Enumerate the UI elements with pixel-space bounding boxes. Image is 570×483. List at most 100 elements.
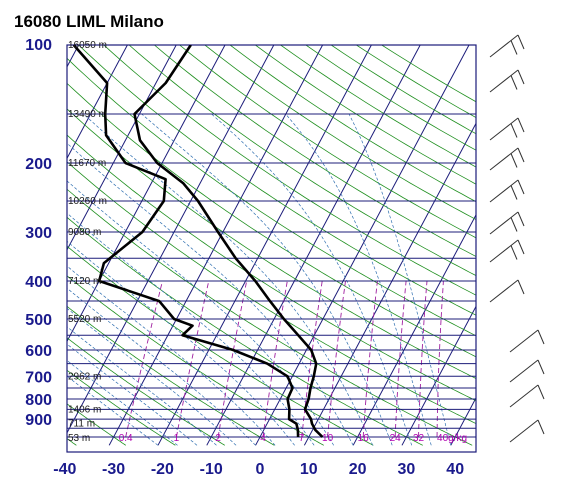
wind-barb-flag	[510, 153, 518, 168]
isobar-grid	[67, 45, 476, 438]
pressure-tick-label: 100	[25, 37, 52, 54]
dry-adiabat-line	[67, 161, 476, 425]
wind-barb	[489, 211, 519, 235]
dry-adiabat-line	[305, 45, 476, 151]
pressure-tick-label: 300	[25, 225, 52, 242]
wind-barb-flag	[510, 185, 518, 200]
mixing-ratio-grid	[125, 280, 444, 438]
mixing-ratio-label: 0.4	[119, 433, 133, 444]
temperature-tick-label: 10	[300, 461, 318, 478]
pressure-tick-label: 500	[25, 312, 52, 329]
pressure-tick-label: 600	[25, 343, 52, 360]
mixing-ratio-line	[394, 280, 407, 438]
wind-barb	[489, 117, 519, 141]
pressure-tick-label: 200	[25, 156, 52, 173]
wind-barb-flag	[517, 211, 525, 227]
isotherm-line	[67, 45, 275, 434]
wind-barb-flag	[537, 329, 545, 345]
wind-barb-flag	[510, 245, 518, 260]
moist-adiabat-line	[211, 113, 413, 446]
wind-barb-flag	[517, 239, 525, 255]
height-label: 10260 m	[68, 196, 107, 207]
dry-adiabat-line	[178, 45, 476, 239]
temperature-tick-label: -20	[151, 461, 174, 478]
isotherm-line	[206, 45, 421, 446]
height-label: 13490 m	[68, 109, 107, 120]
mixing-ratio-label: 1	[174, 433, 180, 444]
mixing-ratio-label: 4	[260, 433, 266, 444]
temperature-tick-label: 30	[398, 461, 416, 478]
dry-adiabat-line	[67, 403, 127, 446]
height-label: 16050 m	[68, 40, 107, 51]
wind-barbs	[489, 34, 545, 443]
temperature-tick-label: -10	[200, 461, 223, 478]
dry-adiabat-line	[67, 57, 476, 337]
dry-adiabat-line	[103, 45, 476, 296]
dry-adiabat-line	[67, 82, 476, 358]
plot-frame	[66, 44, 477, 453]
height-label: 2962 m	[68, 371, 101, 382]
mixing-ratio-label: 32	[413, 433, 425, 444]
mixing-ratio-label: 16	[358, 433, 370, 444]
isotherm-line	[548, 36, 570, 445]
wind-barb-flag	[517, 34, 525, 50]
height-label: 1406 m	[68, 404, 101, 415]
temperature-axis: -40 -30 -20 -10 0 10 20 30 40	[53, 461, 464, 478]
height-label: 711 m	[68, 419, 95, 430]
dry-adiabat-line	[254, 45, 476, 185]
wind-barb-flag	[517, 179, 525, 195]
wind-barb-flag	[510, 75, 518, 90]
wind-barb-flag	[537, 419, 545, 435]
mixing-ratio-label: 24	[390, 433, 402, 444]
temperature-tick-label: 0	[256, 461, 265, 478]
isotherm-grid	[67, 36, 570, 446]
wind-barb	[509, 359, 539, 383]
wind-barb-flag	[517, 147, 525, 163]
dry-adiabat-line	[204, 45, 476, 220]
moist-adiabat-line	[141, 113, 393, 446]
isotherm-line	[500, 36, 570, 445]
mixing-ratio-label: 40g/kg	[437, 433, 467, 444]
temperature-tick-label: -40	[53, 461, 76, 478]
wind-barb	[509, 329, 539, 353]
dewpoint-profile-line	[72, 45, 300, 438]
wind-barb-flag	[510, 123, 518, 138]
dry-adiabat-line	[67, 216, 423, 446]
wind-barb-flag	[510, 217, 518, 232]
wind-barb	[489, 239, 519, 263]
dry-adiabat-line	[67, 369, 176, 446]
isotherm-line	[157, 45, 372, 446]
mixing-ratio-label: 10	[322, 433, 334, 444]
dry-adiabat-line	[153, 45, 476, 257]
wind-barb	[509, 384, 539, 408]
pressure-tick-label: 900	[25, 412, 52, 429]
mixing-ratio-line	[418, 280, 428, 437]
dry-adiabat-line	[330, 45, 476, 135]
isotherm-line	[67, 45, 128, 160]
dry-adiabat-line	[67, 188, 473, 446]
dry-adiabat-line	[67, 305, 275, 446]
temperature-profile-line	[133, 45, 324, 438]
height-label: 11670 m	[68, 158, 106, 169]
wind-barb	[509, 419, 539, 443]
sounding-profiles	[72, 45, 324, 438]
mixing-ratio-label: 2	[215, 433, 221, 444]
height-label: 7120 m	[68, 276, 101, 287]
pressure-axis: 100 200 300 400 500 600 700 800 900	[25, 37, 52, 429]
wind-barb	[489, 279, 519, 303]
chart-title: 16080 LIML Milano	[14, 12, 164, 31]
dry-adiabat-line	[67, 275, 324, 446]
wind-barb	[489, 69, 519, 93]
wind-barb	[489, 179, 519, 203]
dry-adiabat-line	[67, 245, 374, 446]
dry-adiabat-line	[128, 45, 476, 277]
temperature-tick-label: 20	[349, 461, 367, 478]
dry-adiabat-line	[78, 45, 476, 316]
wind-barb	[489, 147, 519, 171]
isotherm-line	[67, 45, 226, 343]
wind-barb-flag	[517, 117, 525, 133]
dry-adiabat-line	[67, 134, 476, 402]
height-labels: 16050 m 13490 m 11670 m 10260 m 9080 m 7120 m…	[68, 40, 107, 444]
wind-barb-flag	[510, 40, 518, 55]
